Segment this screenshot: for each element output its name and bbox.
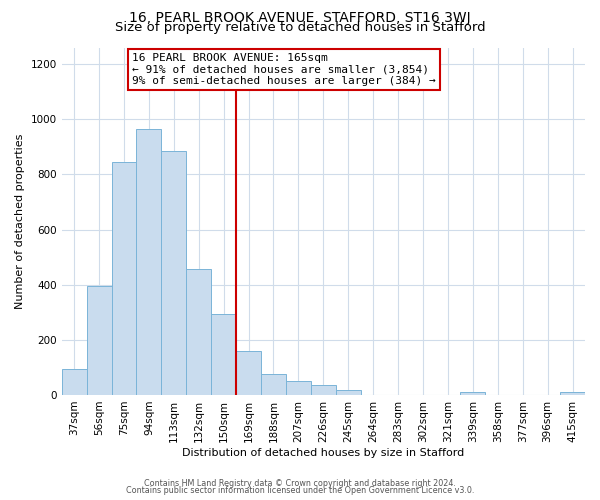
Bar	[460, 392, 485, 395]
Bar	[136, 129, 161, 395]
Text: Size of property relative to detached houses in Stafford: Size of property relative to detached ho…	[115, 22, 485, 35]
Bar	[112, 162, 136, 395]
Text: 16, PEARL BROOK AVENUE, STAFFORD, ST16 3WJ: 16, PEARL BROOK AVENUE, STAFFORD, ST16 3…	[129, 11, 471, 25]
Text: Contains public sector information licensed under the Open Government Licence v3: Contains public sector information licen…	[126, 486, 474, 495]
Bar	[161, 151, 186, 395]
Bar	[86, 286, 112, 395]
Y-axis label: Number of detached properties: Number of detached properties	[15, 134, 25, 309]
Bar	[336, 390, 361, 395]
Bar	[560, 392, 585, 395]
Text: 16 PEARL BROOK AVENUE: 165sqm
← 91% of detached houses are smaller (3,854)
9% of: 16 PEARL BROOK AVENUE: 165sqm ← 91% of d…	[133, 52, 436, 86]
Bar	[261, 374, 286, 395]
X-axis label: Distribution of detached houses by size in Stafford: Distribution of detached houses by size …	[182, 448, 464, 458]
Bar	[311, 386, 336, 395]
Bar	[236, 351, 261, 395]
Text: Contains HM Land Registry data © Crown copyright and database right 2024.: Contains HM Land Registry data © Crown c…	[144, 478, 456, 488]
Bar	[286, 380, 311, 395]
Bar	[62, 369, 86, 395]
Bar	[186, 270, 211, 395]
Bar	[211, 314, 236, 395]
